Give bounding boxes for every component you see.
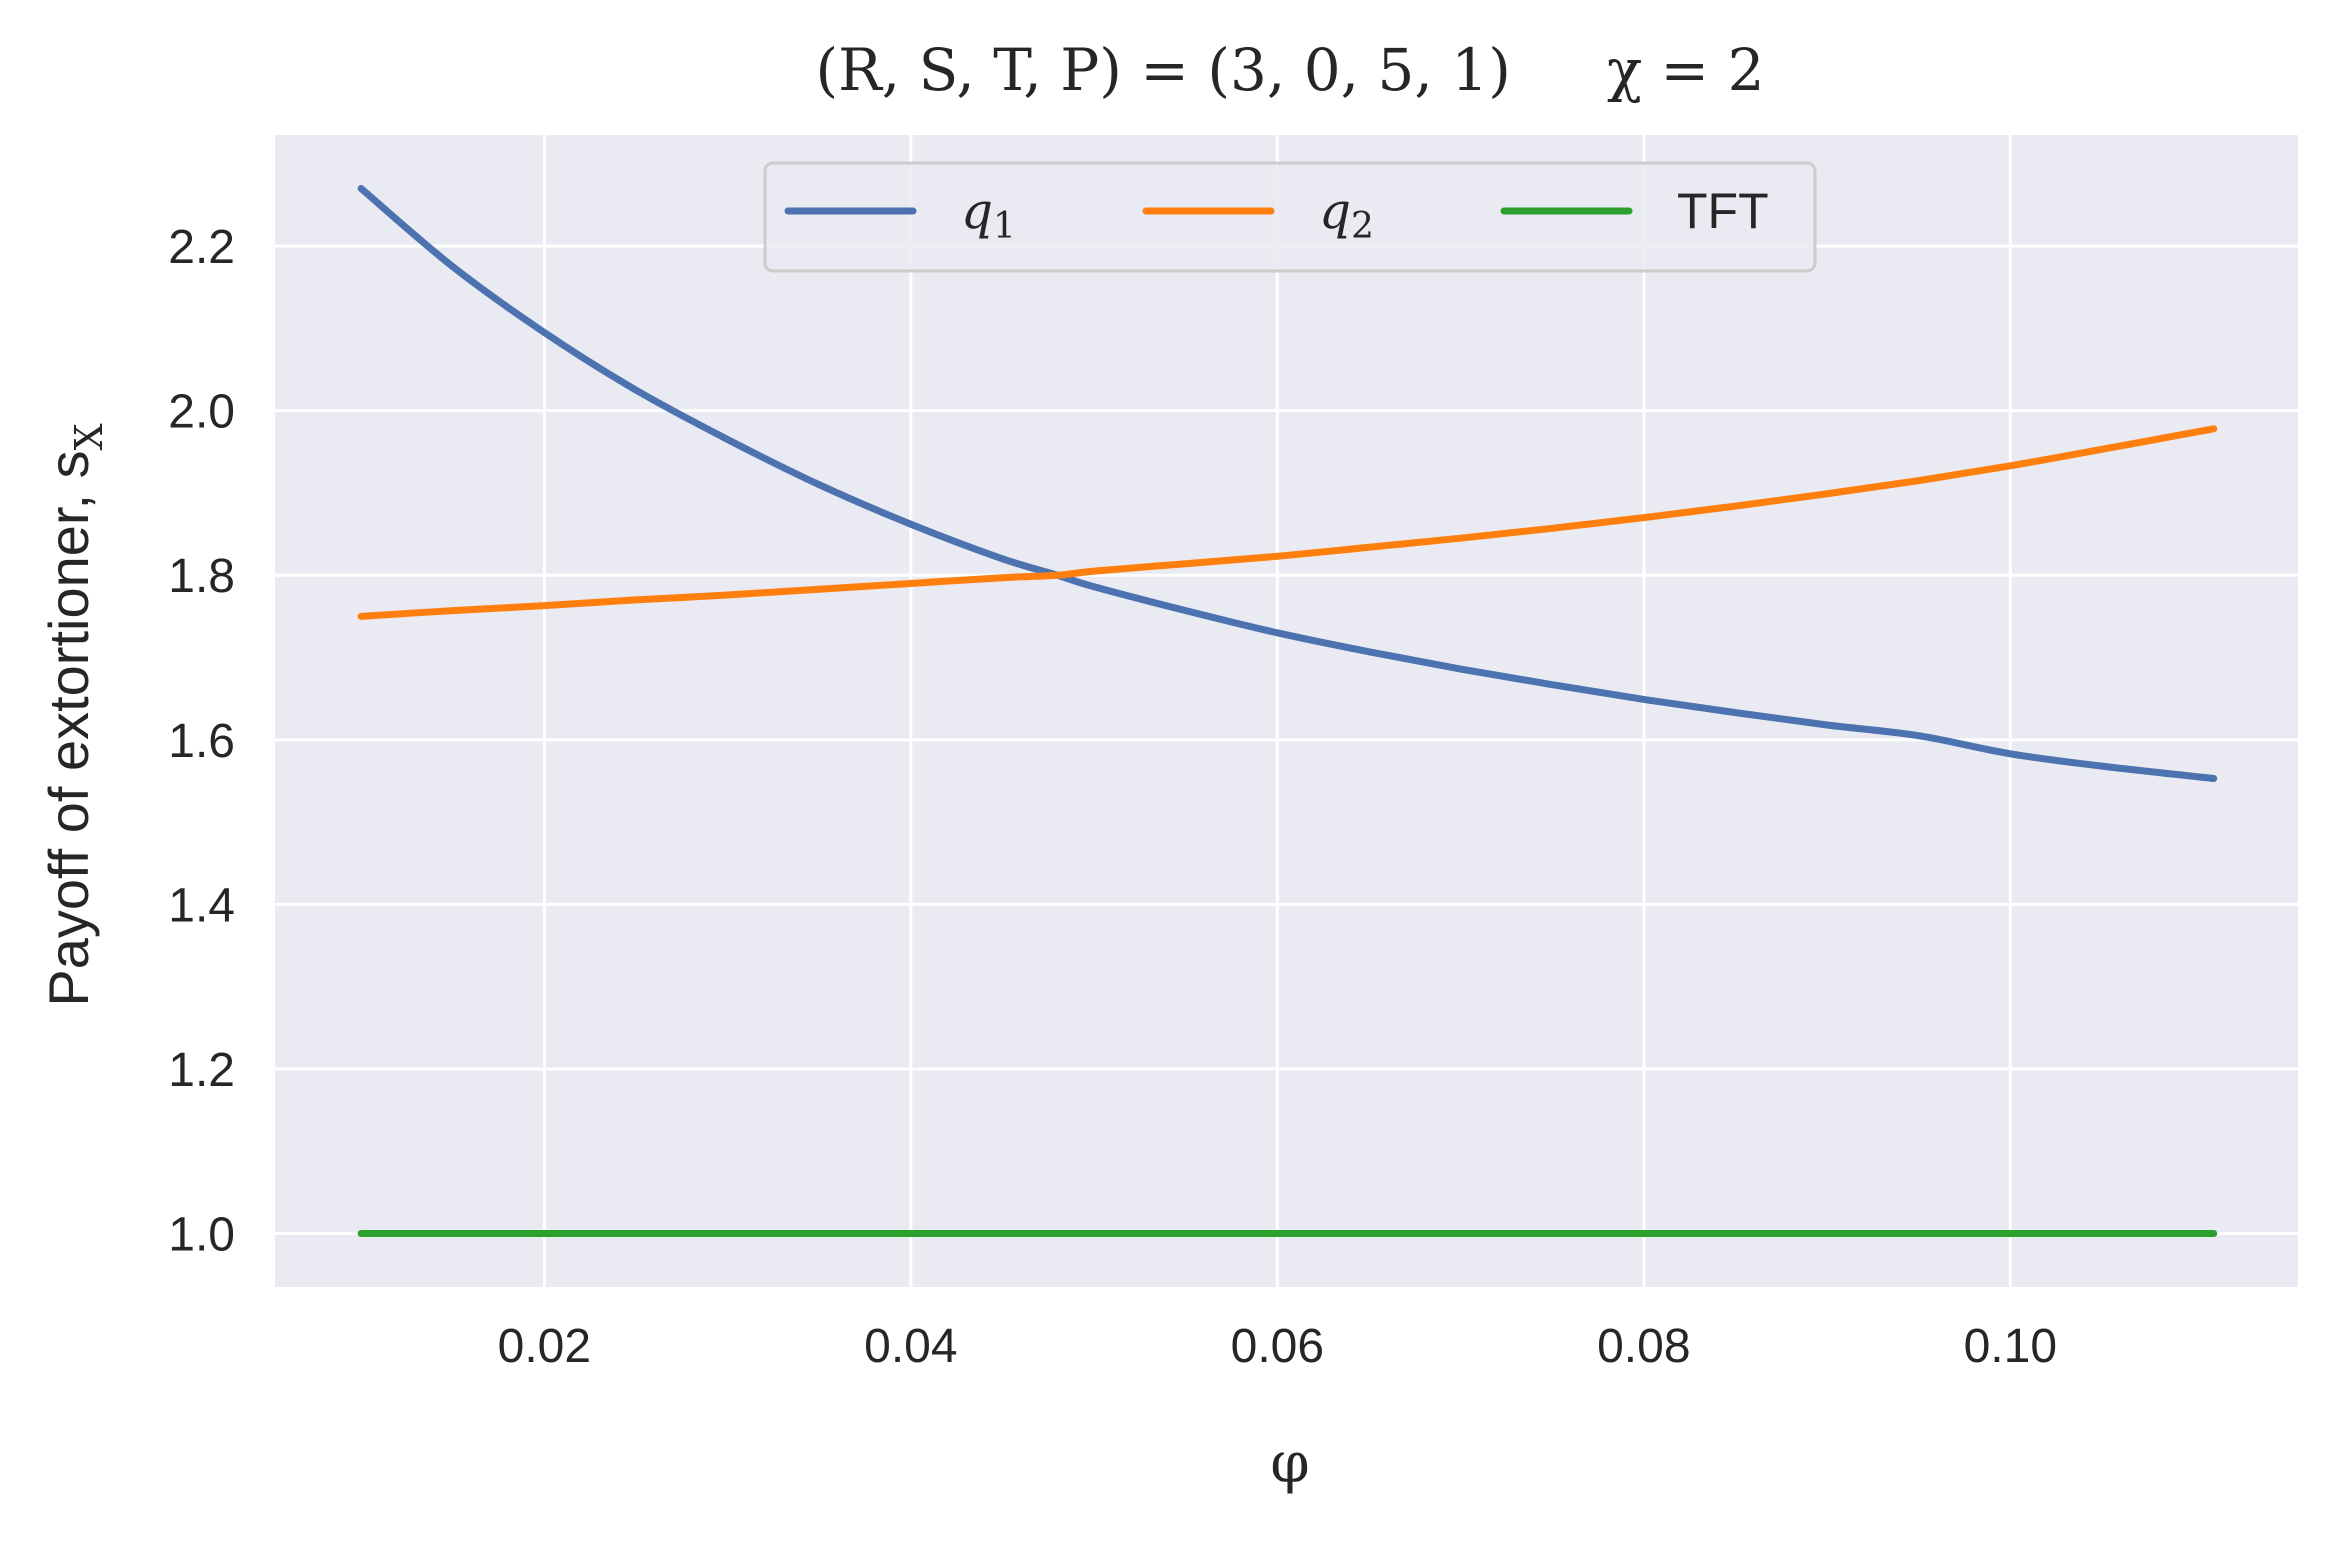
legend-label-q1: q1 <box>961 182 1016 247</box>
legend-box <box>763 161 1817 273</box>
title-params: (R, S, T, P) = (3, 0, 5, 1) <box>815 36 1510 104</box>
title-chi: χ = 2 <box>1607 36 1765 104</box>
y-tick-label: 2.2 <box>168 221 235 274</box>
x-tick-label: 0.10 <box>1964 1320 2057 1373</box>
y-tick-label: 2.0 <box>168 386 235 439</box>
legend-items: q1 q2 TFT <box>784 182 1769 247</box>
y-tick-label: 1.2 <box>168 1044 235 1097</box>
series-line-q1 <box>357 184 2218 782</box>
y-tick-label: 1.8 <box>168 550 235 603</box>
legend-label-q2: q2 <box>1319 182 1374 247</box>
y-tick-labels: 1.0 1.2 1.4 1.6 1.8 2.0 2.2 <box>168 221 235 1261</box>
y-axis-title: Payoff of extortioner, sX <box>37 423 111 1006</box>
y-tick-label: 1.4 <box>168 879 235 932</box>
x-tick-label: 0.06 <box>1231 1320 1324 1373</box>
y-tick-label: 1.6 <box>168 715 235 768</box>
series-line-q2 <box>357 425 2218 620</box>
x-tick-labels: 0.02 0.04 0.06 0.08 0.10 <box>498 1320 2057 1373</box>
x-tick-label: 0.04 <box>864 1320 957 1373</box>
x-axis-title: φ <box>1270 1431 1309 1496</box>
y-axis-title-main: Payoff of extortioner, s <box>37 450 100 1006</box>
y-axis-title-subscript: X <box>67 423 111 450</box>
x-tick-label: 0.08 <box>1597 1320 1690 1373</box>
x-tick-label: 0.02 <box>498 1320 591 1373</box>
plot-area-background <box>275 135 2298 1287</box>
legend-label-tft: TFT <box>1677 183 1769 239</box>
chart-title: (R, S, T, P) = (3, 0, 5, 1) χ = 2 <box>815 36 1764 104</box>
series-lines <box>357 184 2218 1238</box>
legend: q1 q2 TFT <box>763 161 1817 273</box>
y-tick-label: 1.0 <box>168 1209 235 1262</box>
